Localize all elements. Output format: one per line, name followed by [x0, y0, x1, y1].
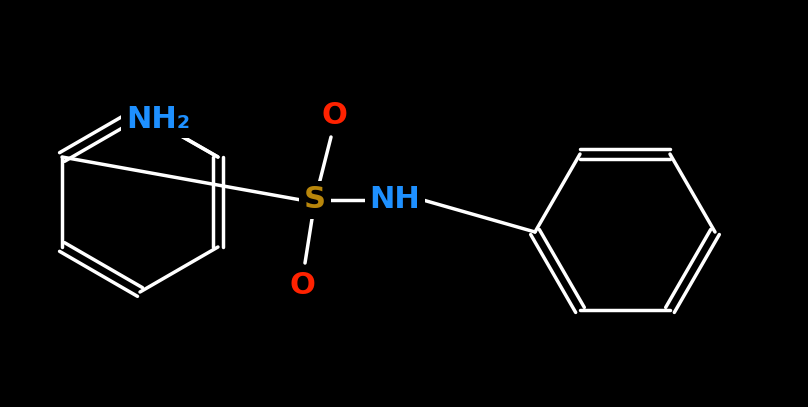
Text: NH: NH: [369, 186, 420, 214]
Text: S: S: [304, 186, 326, 214]
Text: NH₂: NH₂: [126, 105, 190, 133]
Text: O: O: [321, 101, 347, 129]
Text: O: O: [289, 271, 315, 300]
